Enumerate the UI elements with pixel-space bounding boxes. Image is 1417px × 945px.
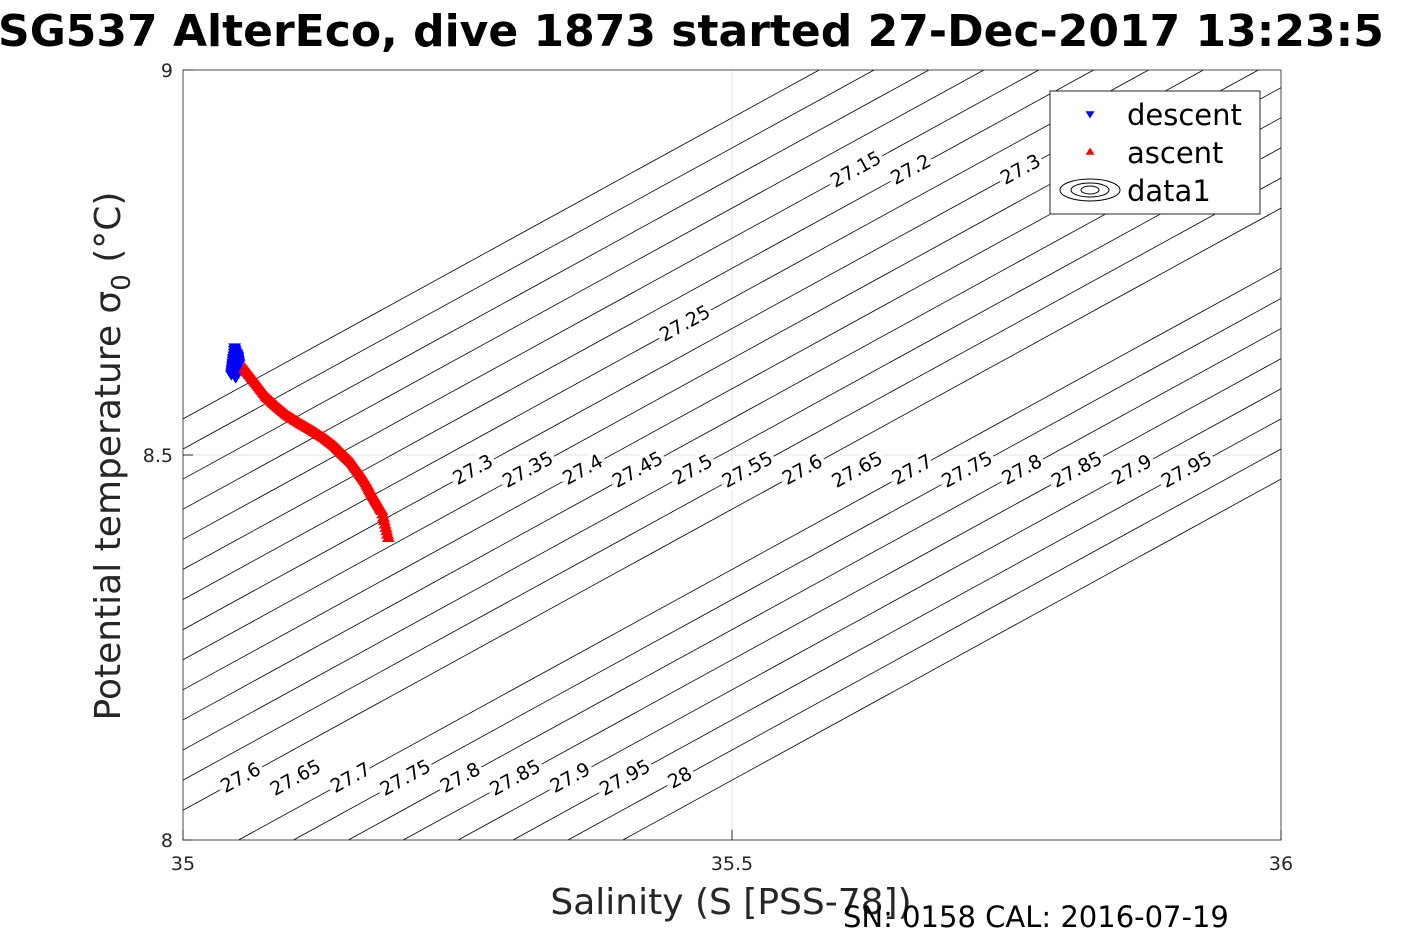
y-axis-label: Potential temperature σ0 (°C) — [88, 192, 137, 721]
isopycnal-line — [182, 117, 1282, 721]
y-tick-label: 8 — [161, 830, 173, 852]
y-tick-label: 8.5 — [143, 445, 173, 467]
y-axis-label-symbol: σ — [88, 291, 129, 314]
descent-marker — [231, 355, 245, 366]
y-axis-label-subscript: 0 — [107, 274, 137, 291]
chart-title: SG537 AlterEco, dive 1873 started 27-Dec… — [0, 6, 1384, 57]
isopycnal-line — [238, 267, 1282, 841]
isopycnal-line — [182, 69, 930, 480]
legend-marker-ascent — [1085, 147, 1095, 155]
x-tick-label: 36 — [1269, 853, 1293, 875]
isopycnal-line — [182, 69, 1204, 630]
legend-items: descent ascent data1 — [1059, 98, 1242, 208]
data-series — [224, 343, 395, 542]
ascent-track — [238, 363, 394, 539]
legend-label: ascent — [1127, 136, 1223, 170]
legend-marker-descent — [1085, 111, 1095, 119]
legend-contour-ring — [1059, 178, 1121, 202]
isopycnal-line — [293, 298, 1282, 841]
x-tick-label: 35 — [171, 853, 195, 875]
isopycnal-line — [512, 418, 1282, 841]
isopycnal-line — [182, 207, 1282, 811]
isopycnal-line — [457, 388, 1282, 841]
isopycnal-line — [182, 69, 1039, 540]
legend-contour-ring — [1070, 182, 1110, 198]
legend-label: descent — [1127, 98, 1242, 132]
isopycnal-line — [182, 69, 1149, 600]
x-axis-label: Salinity (S [PSS-78]) — [550, 882, 911, 923]
isopycnal-line — [622, 478, 1282, 841]
legend: descent ascent data1 — [1049, 90, 1261, 215]
legend-contour-ring — [1080, 185, 1100, 195]
descent-track — [225, 345, 246, 383]
isopycnal-line — [348, 328, 1282, 841]
density-contours — [182, 69, 1282, 841]
y-tick-label: 9 — [161, 60, 173, 82]
isopycnal-line — [182, 177, 1282, 781]
isopycnal-line — [182, 69, 875, 450]
isopycnal-line — [182, 69, 1094, 570]
ascent-marker — [381, 528, 394, 539]
x-tick-label: 35.5 — [711, 853, 753, 875]
isopycnal-line — [182, 69, 820, 420]
footnote: SN: 0158 CAL: 2016-07-19 — [843, 900, 1229, 934]
isopycnal-line — [567, 448, 1282, 841]
isopycnal-line — [403, 358, 1282, 841]
y-axis-label-main: Potential temperature — [88, 314, 129, 721]
legend-label: data1 — [1127, 174, 1211, 208]
y-axis-label-unit: (°C) — [88, 192, 129, 275]
axis-ticks: 35 35.5 36 8 8.5 9 — [143, 60, 1293, 875]
legend-contour-icon — [1059, 178, 1121, 202]
isopycnal-line — [182, 147, 1282, 751]
